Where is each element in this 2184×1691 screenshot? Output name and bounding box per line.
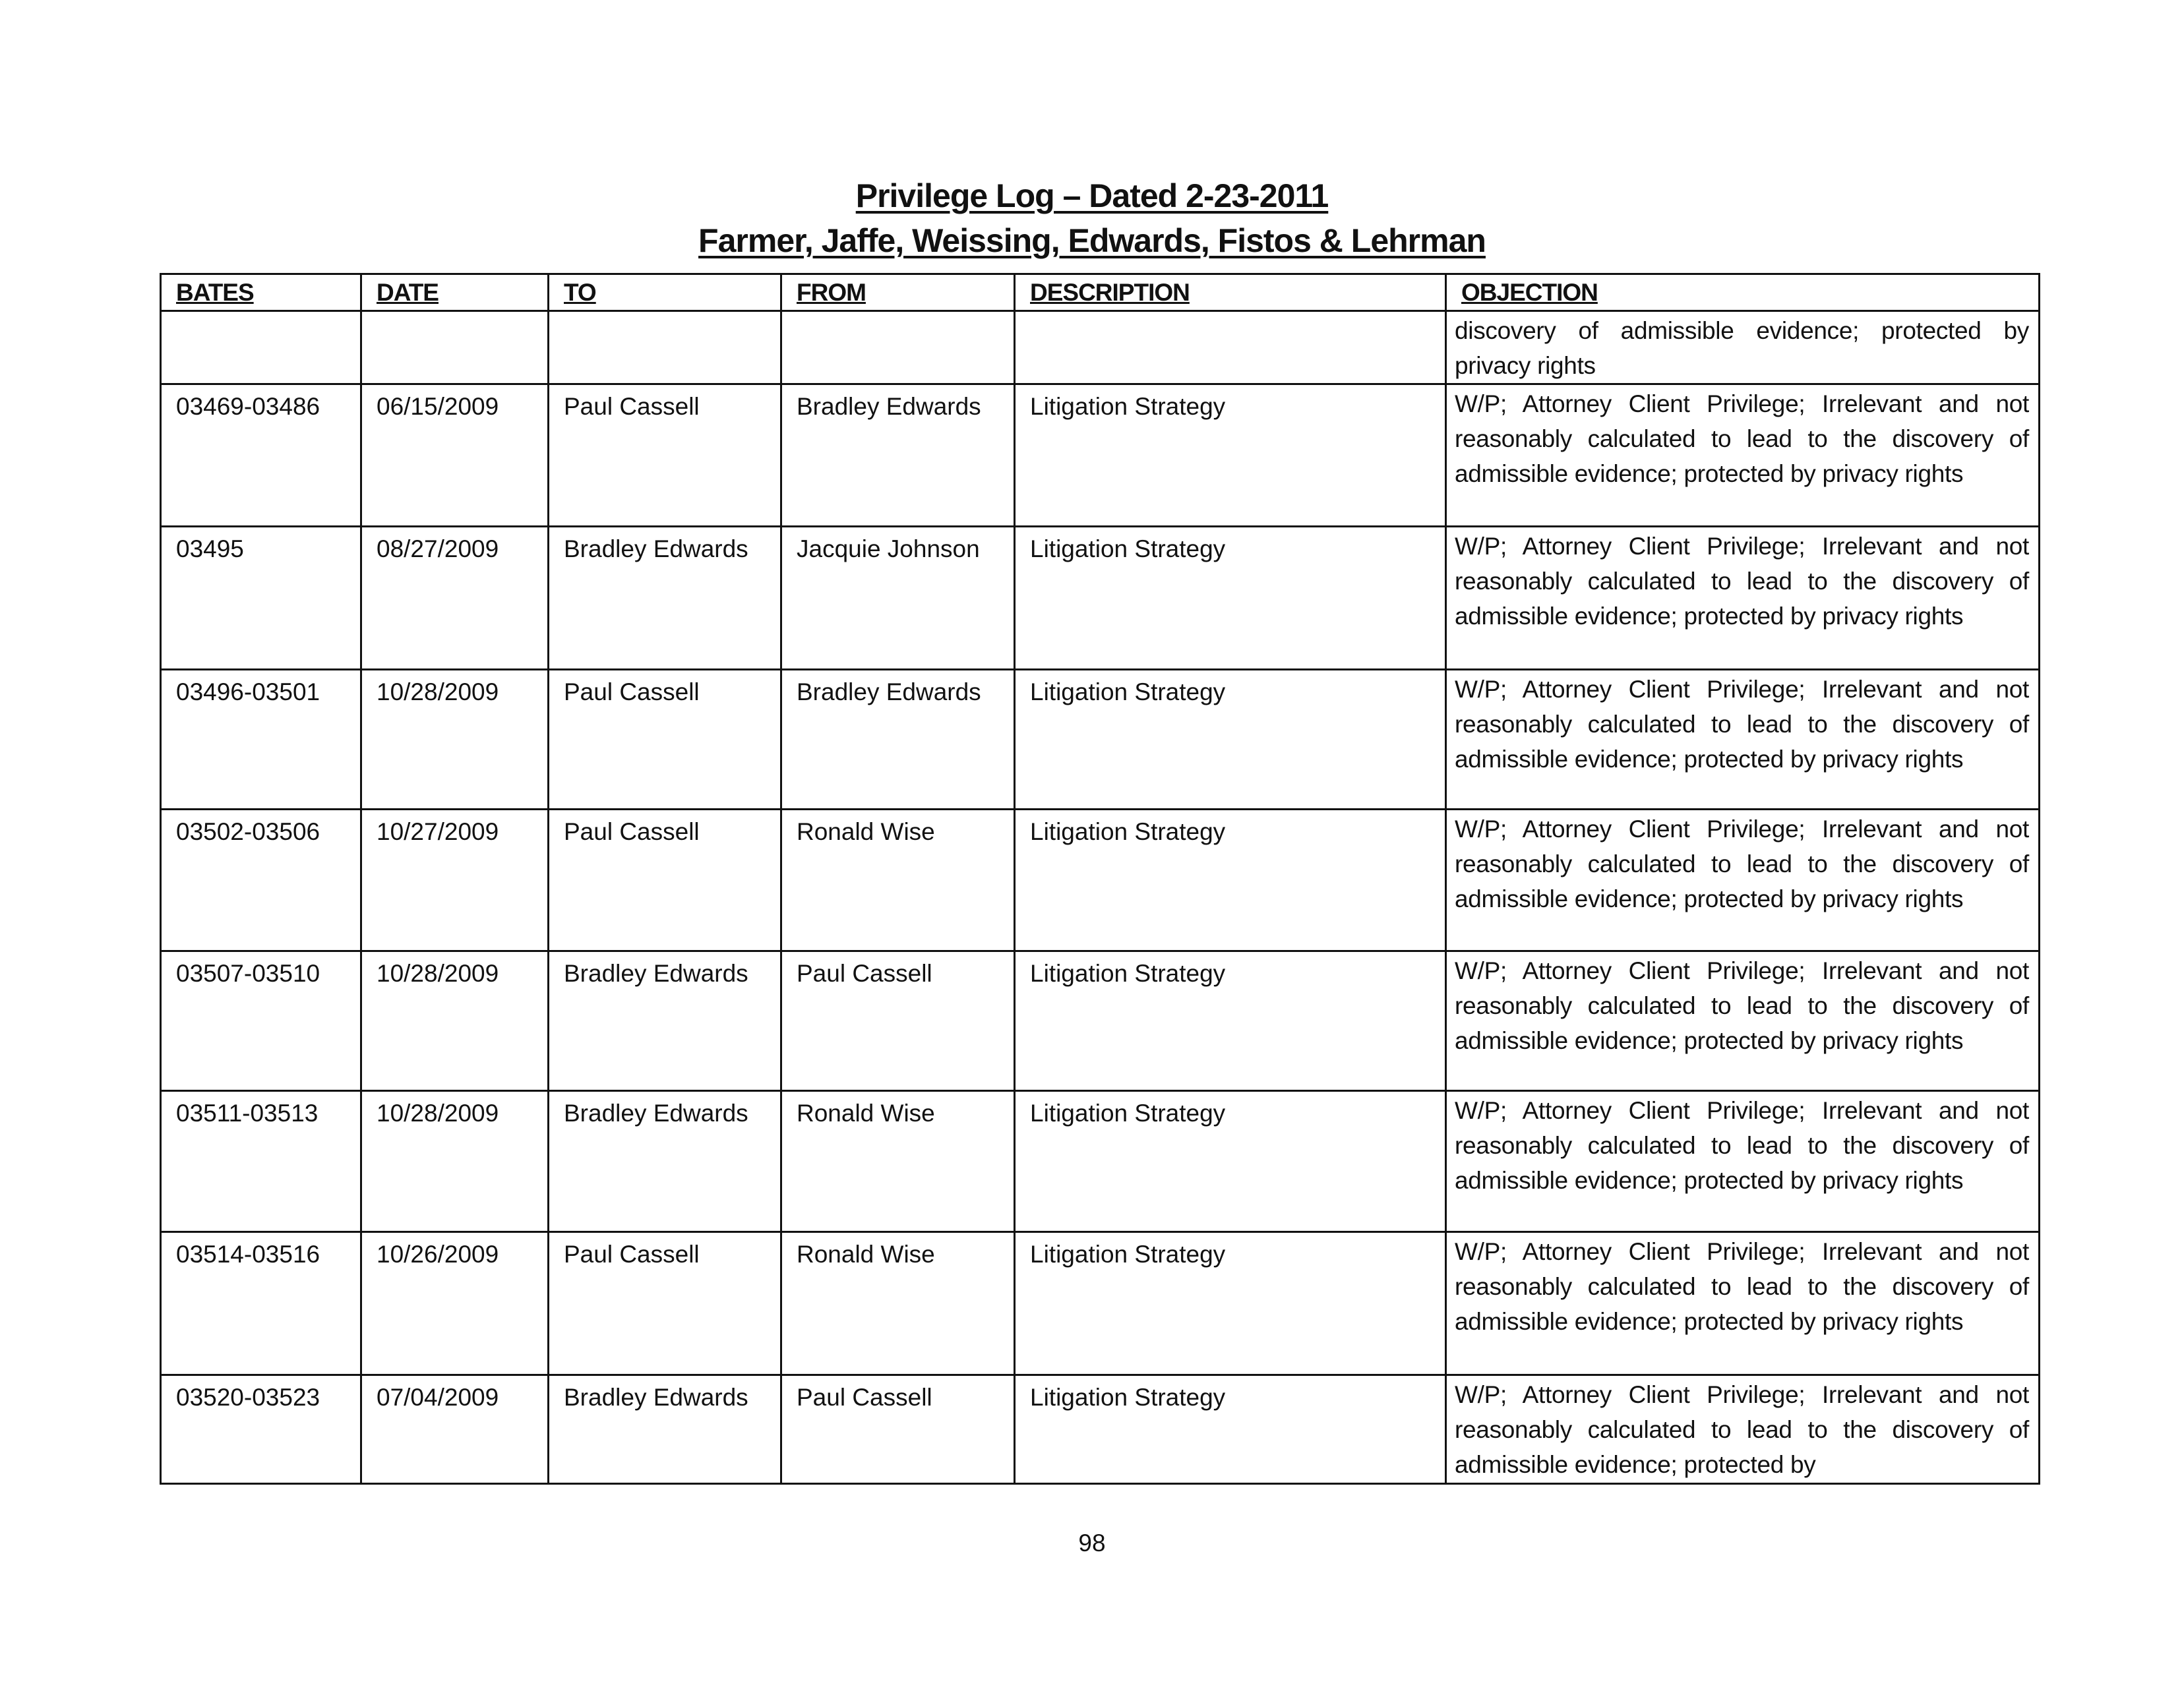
cell-from: Bradley Edwards xyxy=(780,383,1016,527)
cell-to: Bradley Edwards xyxy=(547,950,782,1092)
cell-description xyxy=(1014,310,1447,385)
column-header-date: DATE xyxy=(360,273,549,312)
cell-to: Paul Cassell xyxy=(547,808,782,952)
cell-date: 10/28/2009 xyxy=(360,1090,549,1233)
table-row: 03469-03486 06/15/2009 Paul Cassell Bradley… xyxy=(160,383,2040,527)
cell-description: Litigation Strategy xyxy=(1014,1231,1447,1376)
cell-bates: 03502-03506 xyxy=(160,808,362,952)
document-subtitle: Farmer, Jaffe, Weissing, Edwards, Fistos… xyxy=(698,222,1486,259)
cell-from: Bradley Edwards xyxy=(780,668,1016,810)
table-row: 03520-03523 07/04/2009 Bradley Edwards Paul… xyxy=(160,1374,2040,1485)
cell-to: Bradley Edwards xyxy=(547,1374,782,1485)
table-row: 03502-03506 10/27/2009 Paul Cassell Ronald … xyxy=(160,808,2040,952)
cell-from: Ronald Wise xyxy=(780,808,1016,952)
cell-from: Ronald Wise xyxy=(780,1231,1016,1376)
cell-bates: 03496-03501 xyxy=(160,668,362,810)
cell-description: Litigation Strategy xyxy=(1014,383,1447,527)
cell-description: Litigation Strategy xyxy=(1014,1374,1447,1485)
cell-objection: W/P; Attorney Client Privilege; Irreleva… xyxy=(1445,950,2040,1092)
cell-objection: W/P; Attorney Client Privilege; Irreleva… xyxy=(1445,808,2040,952)
table-row: 03496-03501 10/28/2009 Paul Cassell Bradley… xyxy=(160,668,2040,810)
cell-description: Litigation Strategy xyxy=(1014,950,1447,1092)
cell-bates: 03507-03510 xyxy=(160,950,362,1092)
cell-from xyxy=(780,310,1016,385)
cell-bates: 03511-03513 xyxy=(160,1090,362,1233)
cell-to: Paul Cassell xyxy=(547,1231,782,1376)
table-row: 03514-03516 10/26/2009 Paul Cassell Ronald … xyxy=(160,1231,2040,1376)
cell-description: Litigation Strategy xyxy=(1014,1090,1447,1233)
cell-from: Paul Cassell xyxy=(780,950,1016,1092)
cell-to: Paul Cassell xyxy=(547,383,782,527)
cell-to xyxy=(547,310,782,385)
table-row: discovery of admissible evidence; protec… xyxy=(160,310,2040,385)
column-header-bates: BATES xyxy=(160,273,362,312)
table-row: 03507-03510 10/28/2009 Bradley Edwards Paul… xyxy=(160,950,2040,1092)
table-row: 03511-03513 10/28/2009 Bradley Edwards Rona… xyxy=(160,1090,2040,1233)
header-row: BATES DATE TO FROM DESCRIPTION OBJECTION xyxy=(160,273,2040,312)
cell-objection: W/P; Attorney Client Privilege; Irreleva… xyxy=(1445,383,2040,527)
column-header-from: FROM xyxy=(780,273,1016,312)
cell-date: 06/15/2009 xyxy=(360,383,549,527)
cell-date: 07/04/2009 xyxy=(360,1374,549,1485)
cell-date: 10/28/2009 xyxy=(360,668,549,810)
cell-objection: W/P; Attorney Client Privilege; Irreleva… xyxy=(1445,1231,2040,1376)
cell-date: 10/26/2009 xyxy=(360,1231,549,1376)
cell-objection: W/P; Attorney Client Privilege; Irreleva… xyxy=(1445,1374,2040,1485)
cell-from: Jacquie Johnson xyxy=(780,525,1016,670)
cell-from: Paul Cassell xyxy=(780,1374,1016,1485)
cell-description: Litigation Strategy xyxy=(1014,525,1447,670)
cell-description: Litigation Strategy xyxy=(1014,808,1447,952)
cell-description: Litigation Strategy xyxy=(1014,668,1447,810)
cell-to: Bradley Edwards xyxy=(547,1090,782,1233)
cell-objection: discovery of admissible evidence; protec… xyxy=(1445,310,2040,385)
cell-bates: 03514-03516 xyxy=(160,1231,362,1376)
cell-date xyxy=(360,310,549,385)
cell-date: 08/27/2009 xyxy=(360,525,549,670)
cell-objection: W/P; Attorney Client Privilege; Irreleva… xyxy=(1445,525,2040,670)
column-header-description: DESCRIPTION xyxy=(1014,273,1447,312)
cell-bates xyxy=(160,310,362,385)
column-header-objection: OBJECTION xyxy=(1445,273,2040,312)
column-header-to: TO xyxy=(547,273,782,312)
cell-bates: 03520-03523 xyxy=(160,1374,362,1485)
cell-objection: W/P; Attorney Client Privilege; Irreleva… xyxy=(1445,668,2040,810)
cell-objection: W/P; Attorney Client Privilege; Irreleva… xyxy=(1445,1090,2040,1233)
document-title: Privilege Log – Dated 2-23-2011 xyxy=(855,177,1329,214)
cell-bates: 03495 xyxy=(160,525,362,670)
cell-date: 10/27/2009 xyxy=(360,808,549,952)
cell-to: Bradley Edwards xyxy=(547,525,782,670)
cell-bates: 03469-03486 xyxy=(160,383,362,527)
table-row: 03495 08/27/2009 Bradley Edwards Jacquie Jo… xyxy=(160,525,2040,670)
cell-to: Paul Cassell xyxy=(547,668,782,810)
privilege-log-table: BATES DATE TO FROM DESCRIPTION OBJECTION disc… xyxy=(160,273,2040,1485)
cell-date: 10/28/2009 xyxy=(360,950,549,1092)
cell-from: Ronald Wise xyxy=(780,1090,1016,1233)
page-number: 98 xyxy=(1078,1529,1106,1557)
